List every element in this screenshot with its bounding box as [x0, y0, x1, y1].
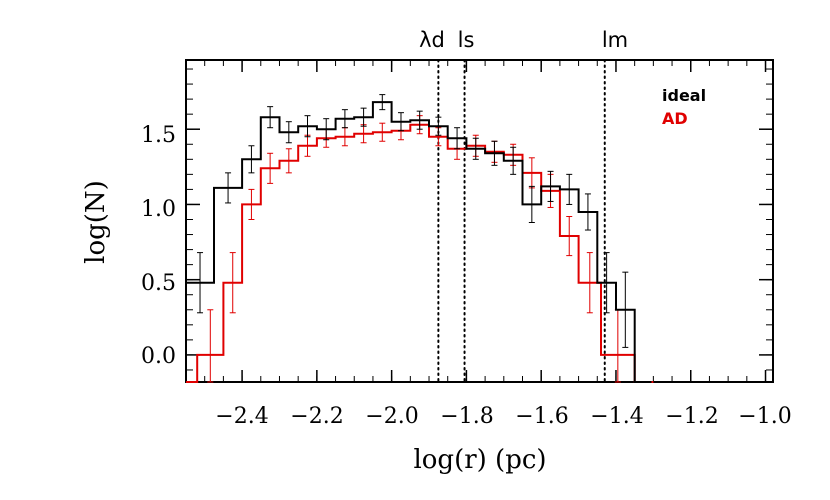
x-axis-title: log(r) (pc) — [413, 445, 546, 475]
y-tick-label: 0.0 — [141, 344, 176, 369]
vline-label-lambda-d: λd — [419, 28, 445, 52]
y-axis-title: log(N) — [81, 180, 111, 264]
x-tick-label: −1.6 — [515, 404, 568, 429]
vline-label-lm: lm — [602, 28, 628, 52]
y-tick-labels: 0.0 0.5 1.0 1.5 — [141, 123, 176, 369]
legend-label-ideal: ideal — [662, 86, 706, 105]
axis-ticks — [186, 60, 773, 382]
histogram-step-ideal — [186, 101, 652, 383]
legend-label-ad: AD — [662, 109, 688, 128]
x-tick-label: −1.4 — [590, 404, 643, 429]
vline-label-ls: ls — [458, 28, 475, 52]
x-tick-label: −1.0 — [738, 404, 791, 429]
x-tick-label: −1.2 — [665, 404, 718, 429]
x-tick-labels: −2.4 −2.2 −2.0 −1.8 −1.6 −1.4 −1.2 −1.0 — [215, 404, 791, 429]
reference-lines — [437, 59, 606, 383]
x-tick-label: −2.2 — [290, 404, 343, 429]
x-tick-label: −2.0 — [365, 404, 418, 429]
histogram-step-ad — [186, 123, 654, 383]
y-tick-label: 0.5 — [141, 271, 176, 296]
x-tick-label: −2.4 — [215, 404, 268, 429]
x-tick-label: −1.8 — [440, 404, 493, 429]
y-tick-label: 1.0 — [141, 197, 176, 222]
y-tick-label: 1.5 — [141, 123, 176, 148]
data-series — [186, 94, 654, 383]
plot-frame — [185, 59, 774, 383]
